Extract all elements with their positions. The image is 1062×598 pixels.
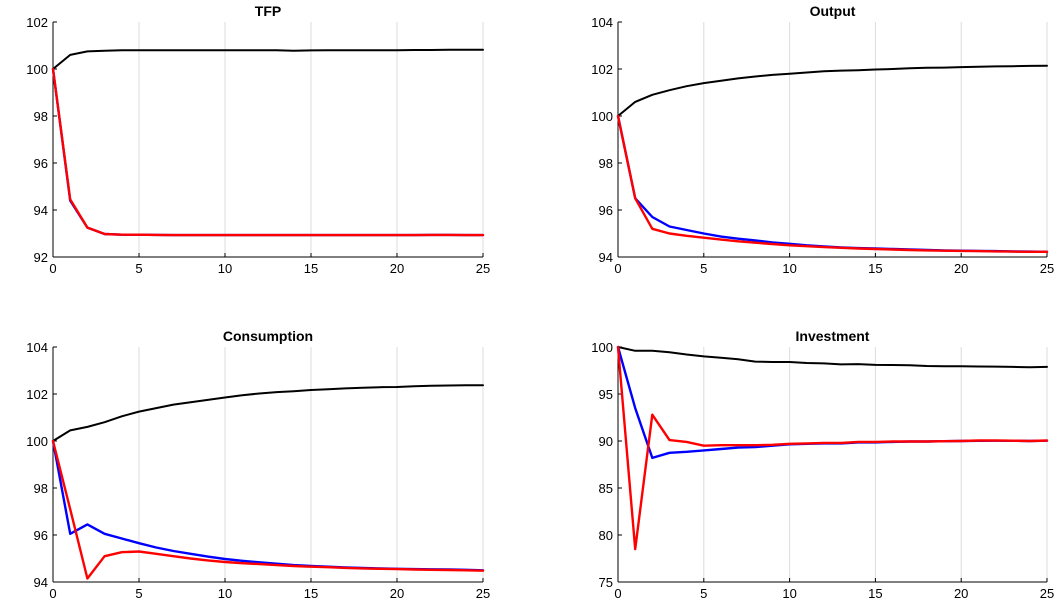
y-tick-label: 92	[34, 250, 48, 265]
y-tick-label: 75	[599, 575, 613, 590]
y-tick-label: 96	[599, 203, 613, 218]
series-line-2	[51, 439, 485, 572]
x-tick-label: 20	[954, 261, 968, 276]
x-tick-label: 5	[700, 586, 707, 598]
x-tick-label: 0	[49, 261, 56, 276]
x-tick-label: 0	[49, 586, 56, 598]
x-tick-label: 15	[868, 586, 882, 598]
x-tick-label: 10	[782, 586, 796, 598]
series-line-3	[616, 114, 1049, 254]
x-tick-label: 20	[390, 261, 404, 276]
y-tick-label: 94	[599, 250, 613, 265]
x-tick-label: 10	[218, 261, 232, 276]
x-tick-label: 15	[304, 261, 318, 276]
series-line-1	[617, 64, 1048, 117]
x-tick-label: 0	[614, 586, 621, 598]
y-tick-label: 102	[591, 62, 613, 77]
x-tick-label: 25	[1040, 586, 1054, 598]
y-tick-label: 85	[599, 481, 613, 496]
series-line-3	[616, 345, 1049, 551]
y-tick-label: 100	[591, 109, 613, 124]
x-tick-label: 25	[476, 586, 490, 598]
panel-output: 0 5 10 15 20 25 94 96 98 100 102 104 Output	[591, 3, 1054, 276]
y-tick-label: 96	[34, 156, 48, 171]
x-tick-label: 5	[135, 586, 142, 598]
y-tick-label: 102	[26, 15, 48, 30]
x-tick-label: 15	[868, 261, 882, 276]
y-tick-label: 100	[26, 62, 48, 77]
y-tick-label: 102	[26, 387, 48, 402]
panel-tfp: 0 5 10 15 20 25 92 94 96 98 100 102 TFP	[26, 3, 490, 276]
x-tick-label: 20	[954, 586, 968, 598]
x-tick-label: 5	[700, 261, 707, 276]
series-line-2	[51, 67, 485, 237]
y-tick-label: 104	[26, 340, 48, 355]
y-tick-label: 94	[34, 203, 48, 218]
y-tick-label: 80	[599, 528, 613, 543]
y-tick-label: 100	[591, 340, 613, 355]
x-tick-label: 25	[476, 261, 490, 276]
x-tick-label: 0	[614, 261, 621, 276]
y-tick-label: 94	[34, 575, 48, 590]
x-tick-label: 10	[218, 586, 232, 598]
panel-title: Output	[810, 3, 856, 19]
series-line-3	[51, 67, 485, 237]
y-tick-label: 104	[591, 15, 613, 30]
y-tick-label: 96	[34, 528, 48, 543]
y-tick-label: 98	[599, 156, 613, 171]
y-tick-label: 98	[34, 109, 48, 124]
panel-title: TFP	[255, 3, 281, 19]
series-line-2	[616, 114, 1049, 254]
panel-title: Investment	[796, 328, 870, 344]
panel-title: Consumption	[223, 328, 313, 344]
series-line-1	[52, 48, 484, 70]
panel-investment: 0 5 10 15 20 25 75 80 85 90 95 100 Investment	[591, 328, 1054, 598]
x-tick-label: 5	[135, 261, 142, 276]
series-line-1	[617, 346, 1048, 369]
series-line-3	[51, 439, 485, 580]
y-tick-label: 98	[34, 481, 48, 496]
y-tick-label: 100	[26, 434, 48, 449]
x-tick-label: 25	[1040, 261, 1054, 276]
series-line-1	[52, 384, 484, 442]
x-tick-label: 10	[782, 261, 796, 276]
y-tick-label: 90	[599, 434, 613, 449]
x-tick-label: 20	[390, 586, 404, 598]
panel-consumption: 0 5 10 15 20 25 94 96 98 100 102 104 Consumption	[26, 328, 490, 598]
x-tick-label: 15	[304, 586, 318, 598]
y-tick-label: 95	[599, 387, 613, 402]
